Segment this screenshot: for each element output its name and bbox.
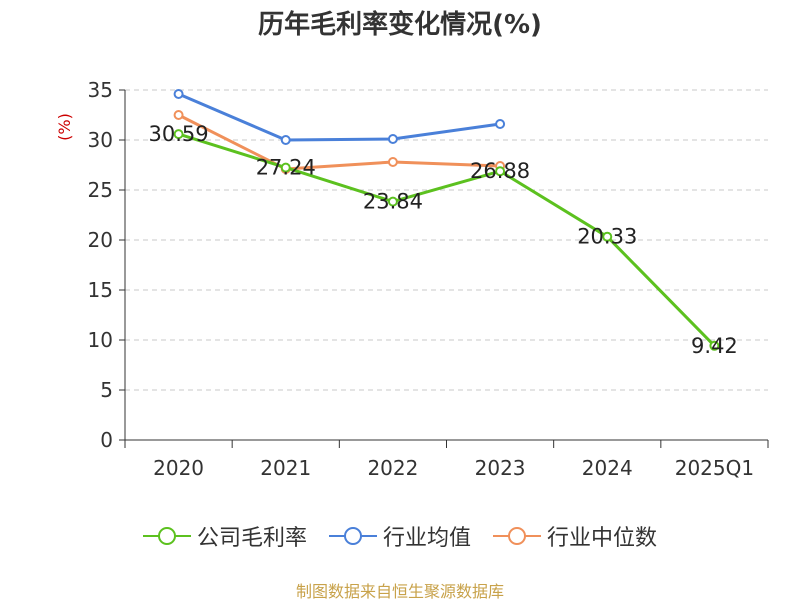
y-tick-label: 0: [100, 428, 113, 452]
data-point: [709, 340, 720, 351]
data-label: 23.84: [363, 190, 423, 214]
legend-circle: [343, 527, 362, 545]
legend-marker-icon: [493, 527, 541, 545]
x-tick-label: 2023: [475, 456, 526, 480]
y-tick-label: 20: [88, 228, 113, 252]
x-tick-label: 2020: [153, 456, 204, 480]
legend: 公司毛利率 行业均值 行业中位数: [0, 520, 800, 552]
legend-label: 行业均值: [382, 526, 471, 551]
data-label: 26.88: [470, 159, 530, 183]
data-point: [387, 134, 398, 144]
legend-label: 公司毛利率: [196, 526, 307, 551]
y-tick-label: 15: [88, 278, 113, 302]
series-line: [177, 113, 501, 171]
legend-marker-icon: [142, 527, 191, 545]
chart-title: 历年毛利率变化情况(%): [258, 10, 542, 40]
legend-label: 行业中位数: [547, 526, 658, 551]
legend-item[interactable]: 行业中位数: [493, 520, 657, 552]
data-point: [173, 129, 184, 140]
legend-circle: [157, 527, 176, 545]
series-line: [178, 132, 716, 347]
data-point: [280, 135, 291, 145]
y-tick-label: 25: [88, 178, 113, 202]
axes: 0 5 10 15 20 25 30 35 2020 2021 2022 2023 2024 2025Q1: [88, 78, 769, 480]
y-tick-label: 30: [88, 128, 113, 152]
x-tick-label: 2025Q1: [675, 456, 754, 480]
y-tick-label: 10: [88, 328, 113, 352]
series-lines: [173, 89, 720, 351]
y-tick-label: 35: [88, 78, 113, 102]
legend-item[interactable]: 公司毛利率: [142, 520, 307, 552]
x-tick-label: 2021: [260, 456, 311, 480]
x-tick-label: 2022: [367, 456, 418, 480]
data-label: 30.59: [149, 122, 209, 146]
data-point: [602, 231, 613, 242]
data-label: 27.24: [256, 156, 316, 180]
x-tick-label: 2024: [582, 456, 633, 480]
data-point: [173, 110, 184, 120]
data-point: [173, 89, 184, 99]
data-point: [280, 162, 291, 173]
y-axis-label: (%): [55, 113, 74, 141]
source-note: 制图数据来自恒生聚源数据库: [295, 582, 504, 601]
data-label: 20.33: [577, 225, 637, 249]
data-point: [495, 119, 506, 129]
legend-item[interactable]: 行业均值: [328, 520, 471, 552]
data-label: 9.42: [691, 334, 738, 358]
legend-circle: [508, 527, 526, 545]
data-point: [387, 196, 398, 207]
data-labels: 30.59 27.24 23.84 26.88 20.33 9.42: [149, 122, 738, 358]
y-tick-label: 5: [100, 378, 113, 402]
data-point: [387, 157, 398, 167]
data-point: [495, 166, 506, 177]
legend-marker-icon: [328, 527, 377, 545]
series-line: [177, 92, 501, 142]
